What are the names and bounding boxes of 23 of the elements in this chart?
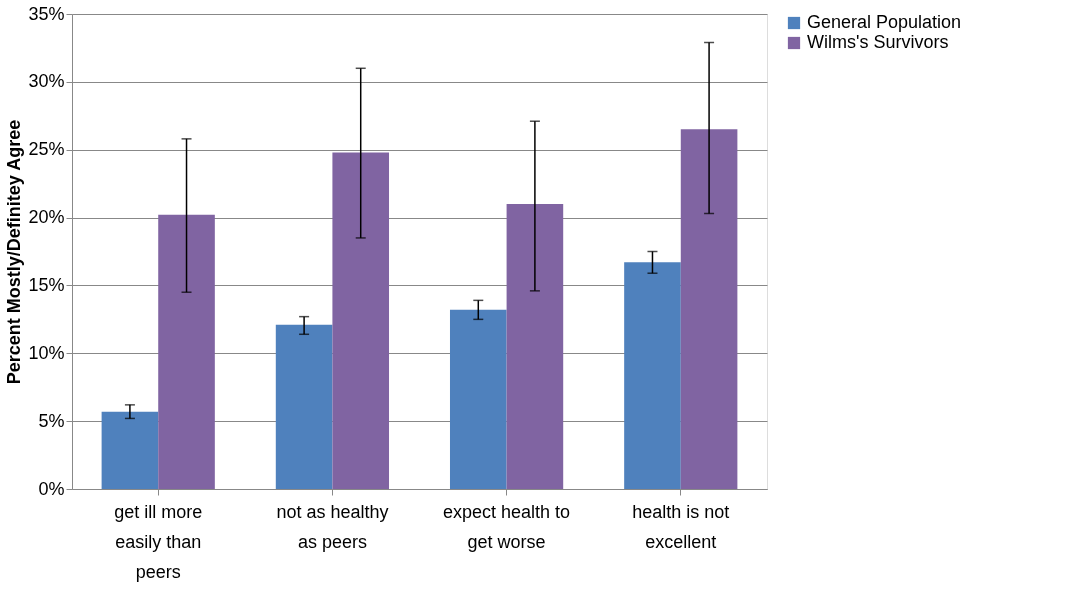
y-tick-label: 20% xyxy=(28,207,65,228)
y-tick-label: 35% xyxy=(28,3,65,24)
bar xyxy=(680,129,738,489)
y-tick-label: 25% xyxy=(28,139,65,160)
y-tick-label: 15% xyxy=(28,274,65,295)
y-tick-label: 5% xyxy=(38,410,65,431)
legend-label: General Population xyxy=(807,12,962,32)
bar xyxy=(624,262,681,489)
bar xyxy=(275,324,333,489)
y-tick-label: 10% xyxy=(28,342,65,363)
bar xyxy=(449,309,507,489)
x-tick-label: health is not excellent xyxy=(632,501,730,552)
y-tick-label: 0% xyxy=(38,478,65,499)
bar xyxy=(158,214,215,489)
bar xyxy=(101,411,159,489)
x-tick-label: expect health to get worse xyxy=(443,501,571,552)
y-tick-label: 30% xyxy=(28,71,65,92)
bar xyxy=(506,204,564,489)
y-axis-title: Percent Mostly/Definitey Agree xyxy=(4,119,25,385)
x-tick-label: not as healthy as peers xyxy=(276,501,389,552)
bar xyxy=(332,152,390,489)
x-tick-label: get ill more easily than peers xyxy=(114,501,203,582)
legend-label: Wilms's Survivors xyxy=(807,32,949,52)
